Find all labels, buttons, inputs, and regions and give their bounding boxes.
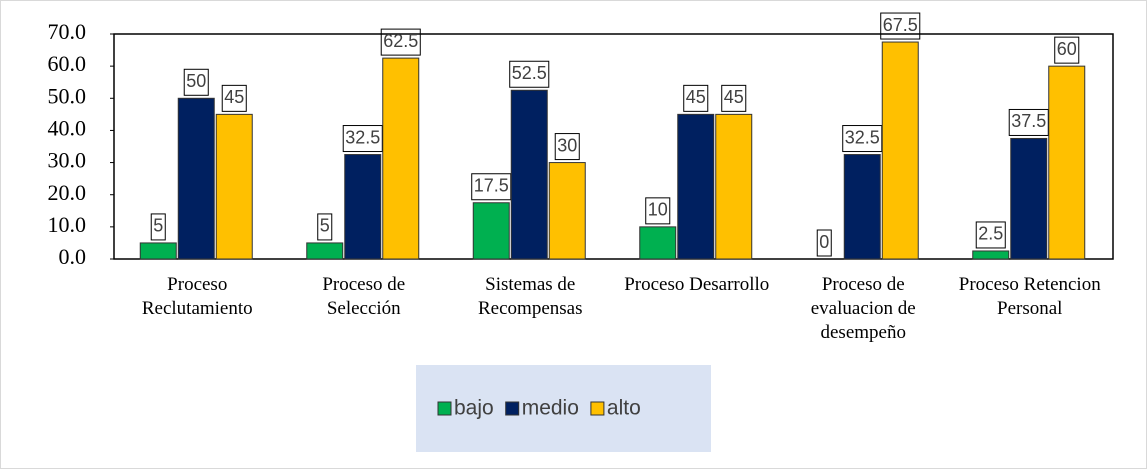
- data-label-group: 32.5: [842, 125, 883, 153]
- data-label-box: [380, 28, 421, 56]
- data-label-group: 45: [721, 84, 747, 112]
- bar: [139, 242, 177, 260]
- bar: [1010, 137, 1048, 260]
- data-label-group: 62.5: [380, 28, 421, 56]
- data-label-group: 32.5: [342, 125, 383, 153]
- legend-label: medio: [522, 397, 579, 420]
- bar: [639, 226, 677, 260]
- bar: [972, 250, 1010, 260]
- data-label-group: 5: [150, 213, 166, 241]
- data-label: 45: [724, 87, 744, 107]
- y-tick-label: 0.0: [59, 244, 87, 269]
- data-label: 5: [320, 216, 330, 236]
- data-label-box: [1054, 36, 1080, 64]
- x-tick-label: Proceso Reclutamiento: [141, 274, 253, 319]
- bar: [843, 154, 881, 260]
- data-label-group: 5: [317, 213, 333, 241]
- bar: [215, 113, 253, 260]
- bar: [306, 242, 344, 260]
- legend-box: [416, 365, 711, 452]
- data-label: 45: [224, 87, 244, 107]
- y-tick-label: 20.0: [48, 180, 87, 205]
- bar: [177, 97, 215, 260]
- data-label-box: [317, 213, 333, 241]
- data-label: 30: [557, 135, 577, 155]
- data-label: 32.5: [345, 127, 380, 147]
- data-label-group: 37.5: [1008, 108, 1049, 136]
- data-label: 10: [648, 200, 668, 220]
- bar: [881, 41, 919, 260]
- data-label-box: [975, 221, 1006, 249]
- x-tick-label: Proceso de evaluacion de desempeño: [810, 274, 916, 343]
- legend-swatch: [590, 401, 605, 416]
- data-label: 62.5: [383, 31, 418, 51]
- data-label: 0: [819, 232, 829, 252]
- bar: [510, 89, 548, 260]
- bar: [472, 202, 510, 260]
- data-label-group: 10: [645, 197, 671, 225]
- x-tick-label: Proceso Desarrollo: [624, 274, 770, 295]
- data-label: 17.5: [474, 176, 509, 196]
- y-tick-label: 60.0: [48, 51, 87, 76]
- y-tick-label: 40.0: [48, 115, 87, 140]
- bar: [715, 113, 753, 260]
- y-tick-label: 30.0: [48, 148, 87, 173]
- y-tick-label: 50.0: [48, 83, 87, 108]
- data-label-box: [509, 60, 550, 88]
- bar: [548, 162, 586, 260]
- data-label-box: [721, 84, 747, 112]
- data-label-group: 30: [554, 133, 580, 161]
- data-label-group: 2.5: [975, 221, 1006, 249]
- data-label-group: 45: [221, 84, 247, 112]
- x-tick-label: Sistemas de Recompensas: [478, 274, 583, 319]
- data-label-box: [816, 229, 832, 257]
- data-label: 5: [153, 216, 163, 236]
- data-label-group: 67.5: [880, 12, 921, 40]
- data-label: 52.5: [512, 63, 547, 83]
- data-label-group: 17.5: [471, 173, 512, 201]
- y-tick-label: 10.0: [48, 212, 87, 237]
- data-label-box: [683, 84, 709, 112]
- data-label: 67.5: [883, 15, 918, 35]
- data-label: 2.5: [978, 224, 1003, 244]
- bar: [677, 113, 715, 260]
- legend-label: bajo: [454, 397, 494, 420]
- y-tick-label: 70.0: [48, 19, 87, 44]
- x-tick-label: Proceso de Selección: [322, 274, 406, 319]
- data-label: 45: [686, 87, 706, 107]
- data-label-box: [150, 213, 166, 241]
- data-label: 37.5: [1011, 111, 1046, 131]
- data-label: 32.5: [845, 127, 880, 147]
- data-label-box: [554, 133, 580, 161]
- data-label-box: [880, 12, 921, 40]
- data-label-group: 45: [683, 84, 709, 112]
- data-label: 50: [186, 71, 206, 91]
- x-tick-label: Proceso Retencion Personal: [958, 274, 1101, 319]
- data-label-box: [183, 68, 209, 96]
- bar: [344, 154, 382, 260]
- data-label-box: [221, 84, 247, 112]
- data-label-group: 60: [1054, 36, 1080, 64]
- bar: [382, 57, 420, 260]
- data-label-group: 0: [816, 229, 832, 257]
- data-label: 60: [1057, 39, 1077, 59]
- data-label-group: 52.5: [509, 60, 550, 88]
- data-label-group: 50: [183, 68, 209, 96]
- bar: [1048, 65, 1086, 260]
- plot-frame: [113, 33, 1114, 260]
- legend-swatch: [505, 401, 520, 416]
- legend-swatch: [437, 401, 452, 416]
- data-label-box: [645, 197, 671, 225]
- legend-label: alto: [607, 397, 641, 420]
